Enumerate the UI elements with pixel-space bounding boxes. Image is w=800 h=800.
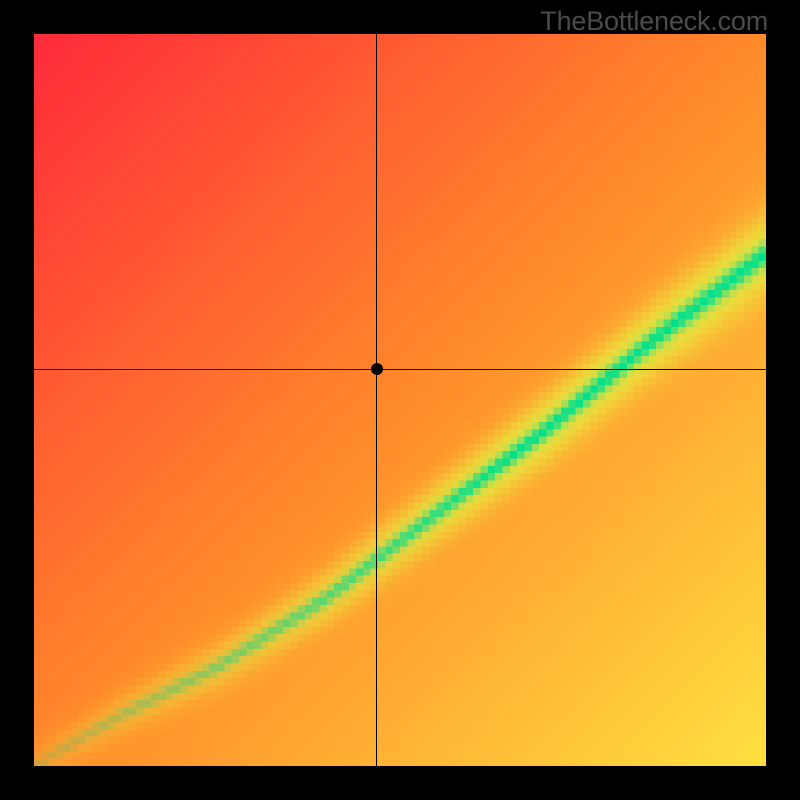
watermark-text: TheBottleneck.com [540,6,768,37]
marker-dot [371,363,383,375]
crosshair-horizontal [34,369,766,370]
crosshair-vertical [376,34,377,766]
heatmap-canvas [34,34,766,766]
heatmap-plot [34,34,766,766]
